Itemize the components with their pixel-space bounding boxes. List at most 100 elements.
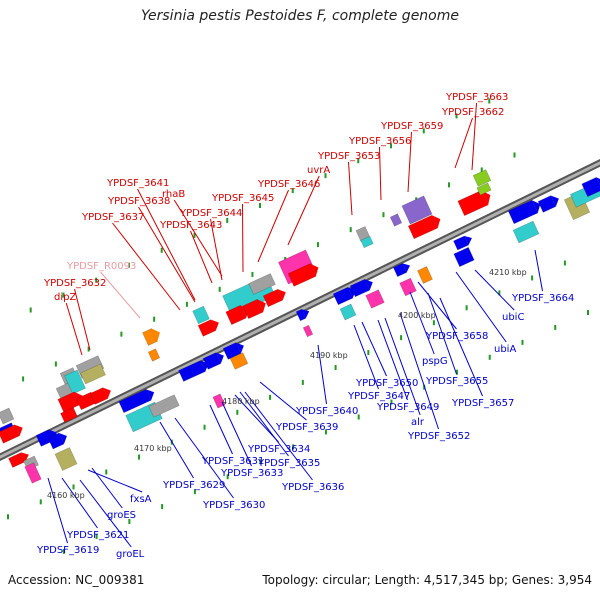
bottom-label-leader (455, 271, 507, 343)
track-tick (498, 290, 501, 296)
gene-body (80, 363, 106, 385)
gene-arrowhead (431, 215, 441, 228)
top-gene-label: YPDSF_3659 (380, 121, 443, 132)
bottom-gene-label: YPDSF_3634 (247, 444, 310, 455)
gene-feature (472, 169, 492, 187)
gene-arrowhead (364, 279, 373, 291)
track-tick (62, 548, 65, 554)
top-label-leader (407, 131, 412, 193)
gene-feature (242, 298, 266, 320)
gene-body (248, 273, 276, 295)
bottom-gene-label: YPDSF_3629 (162, 480, 225, 491)
bottom-gene-label: YPDSF_3621 (66, 530, 129, 541)
gene-feature (476, 182, 492, 196)
bottom-label-leader (353, 324, 379, 390)
track-tick (95, 533, 98, 539)
track-tick (531, 275, 534, 281)
top-gene-label: YPDSF_3637 (81, 212, 144, 223)
bottom-gene-label: YPDSF_3657 (451, 398, 514, 409)
gene-arrowhead (310, 263, 319, 277)
top-gene-label: YPDSF_3646 (257, 179, 320, 190)
gene-body (476, 182, 492, 196)
track-tick (563, 260, 566, 266)
gene-feature (399, 277, 417, 297)
track-tick (291, 188, 294, 194)
track-tick (488, 98, 491, 104)
bottom-gene-label: YPDSF_3640 (295, 406, 358, 417)
gene-feature (47, 432, 67, 450)
gene-body (60, 407, 78, 423)
gene-arrowhead (102, 387, 111, 399)
gene-feature (339, 303, 357, 321)
top-gene-label: YPDSF_3653 (317, 151, 380, 162)
track-tick (203, 424, 206, 430)
top-label-leader (257, 189, 289, 263)
track-tick (447, 182, 450, 188)
gene-arrowhead (277, 289, 286, 301)
track-tick (54, 361, 57, 367)
bottom-gene-label: YPDSF_3636 (281, 482, 344, 493)
track-tick (120, 331, 123, 337)
bottom-gene-label: fxsA (130, 494, 152, 505)
track-tick (153, 316, 156, 322)
gene-feature (64, 369, 86, 395)
scale-label: 4210 kbp (489, 268, 527, 277)
gene-body (302, 324, 314, 338)
gene-arrowhead (402, 263, 411, 273)
bottom-gene-label: YPDSF_3647 (347, 391, 410, 402)
track-tick (62, 292, 65, 298)
gene-body (389, 213, 403, 227)
track-tick (258, 203, 261, 209)
gene-feature (295, 308, 310, 322)
track-tick (357, 414, 360, 420)
gene-feature (349, 278, 373, 298)
gene-feature (453, 246, 475, 268)
gene-feature (262, 288, 286, 308)
gene-body (147, 348, 161, 362)
top-gene-label: YPDSF_3638 (107, 196, 170, 207)
bottom-gene-label: YPDSF_3631 (201, 456, 264, 467)
track-tick (586, 310, 589, 316)
track-tick (324, 429, 327, 435)
gene-feature (581, 176, 600, 198)
gene-arrowhead (481, 190, 491, 205)
bottom-label-leader (259, 381, 307, 421)
gene-feature (248, 273, 276, 295)
top-label-leader (65, 302, 83, 356)
track-tick (269, 394, 272, 400)
gene-body (339, 303, 357, 321)
gene-arrowhead (464, 235, 472, 246)
top-label-leader (190, 230, 213, 284)
gene-feature (512, 220, 540, 244)
gene-feature (148, 394, 180, 418)
track-tick (251, 271, 254, 277)
top-label-leader (112, 222, 181, 311)
bottom-gene-label: YPDSF_3635 (257, 458, 320, 469)
track-tick (226, 217, 229, 223)
bottom-gene-label: groES (107, 510, 136, 521)
top-label-leader (348, 161, 353, 216)
gene-feature (197, 319, 219, 337)
track-tick (357, 158, 360, 164)
track-tick (105, 469, 108, 475)
gene-arrowhead (531, 200, 541, 213)
gene-feature (147, 348, 161, 362)
track-tick (400, 335, 403, 341)
top-gene-label: YPDSF_3632 (43, 278, 106, 289)
gene-body (229, 352, 249, 370)
map-title: Yersinia pestis Pestoides F, complete ge… (141, 8, 459, 24)
gene-arrowhead (151, 328, 161, 342)
bottom-label-leader (159, 421, 194, 479)
track-tick (95, 277, 98, 283)
track-tick (161, 504, 164, 510)
gene-arrowhead (215, 352, 224, 364)
gene-body (399, 277, 417, 297)
bottom-gene-label: ubiC (502, 312, 524, 323)
gene-arrowhead (235, 342, 244, 354)
bottom-gene-label: YPDSF_3630 (202, 500, 265, 511)
gene-feature (457, 189, 491, 217)
track-tick (513, 152, 516, 158)
track-tick (160, 247, 163, 253)
track-tick (382, 212, 385, 218)
bottom-label-leader (377, 319, 408, 401)
